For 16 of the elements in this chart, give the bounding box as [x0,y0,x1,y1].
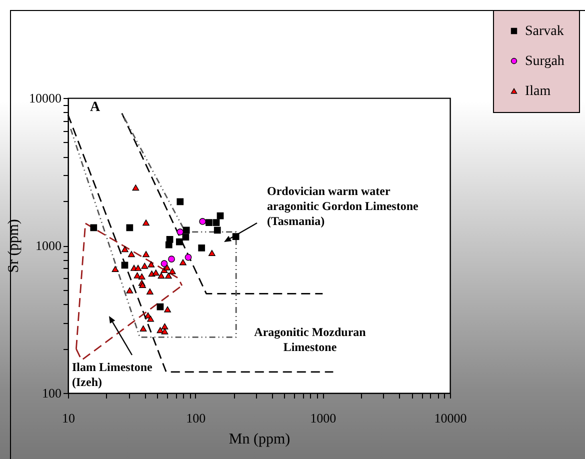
annotation: Ordovician warm water aragonitic Gordon Limestone (Tasmania) [267,184,419,228]
legend-label: Ilam [525,84,551,99]
x-tick-label: 100 [186,410,206,426]
y-tick-label: 10000 [29,90,62,106]
annotation: A [90,100,101,115]
y-axis-title: Sr (ppm) [6,219,22,273]
x-axis-title: Mn (ppm) [228,432,290,448]
x-tick-label: 1000 [310,410,336,426]
y-tick-label: 100 [42,386,62,400]
x-tick-label: 10000 [434,410,467,426]
y-tick-label: 1000 [36,238,62,253]
annotation: Aragonitic Mozduran Limestone [254,325,366,354]
legend-label: Surgah [525,54,564,69]
legend-label: Sarvak [525,24,564,39]
x-tick-label: 10 [62,410,75,426]
annotation: Ilam Limestone (Izeh) [72,360,153,389]
